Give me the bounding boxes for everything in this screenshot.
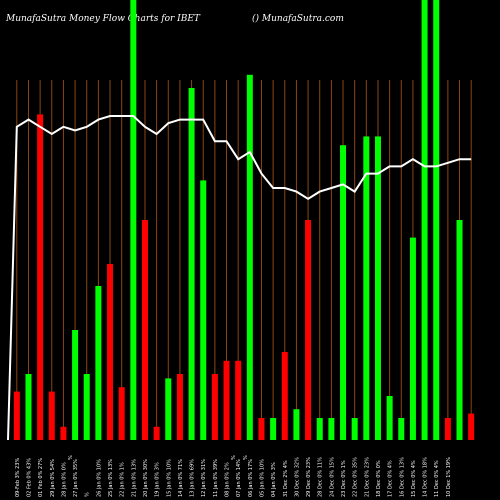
x-tick-label: 04 Jan 0% 3% (271, 462, 277, 497)
x-tick-label: 17 Dec 0% 4% (388, 460, 394, 497)
x-tick-label: 06 Jan 0% 17% (248, 459, 254, 497)
x-tick-label: 29 Jan 0% 54% (50, 459, 56, 497)
x-tick-label: 23 Dec 0% 1% (341, 460, 347, 497)
x-tick-label: 09-Feb 3% 23% (15, 458, 21, 497)
money-flow-bar (235, 360, 242, 440)
money-flow-bar (281, 352, 288, 440)
x-tick-label: 07 Jan 0% 14% (236, 459, 242, 497)
money-flow-bar (374, 136, 381, 440)
money-flow-bar (153, 426, 160, 440)
money-flow-bar (386, 396, 393, 440)
money-flow-bar (60, 426, 67, 440)
money-flow-bar (165, 378, 172, 440)
x-tick-label: 02 Feb 0% 43% (26, 458, 32, 497)
money-flow-bar (363, 136, 370, 440)
money-flow-bar (258, 418, 265, 440)
x-tick-label: 26 Jan 0% 10% (96, 459, 102, 497)
x-tick-label: 20 Jan 0% 30% (143, 459, 149, 497)
money-flow-bar (340, 145, 347, 440)
money-flow-bar (398, 418, 405, 440)
chart-title: MunafaSutra Money Flow Charts for IBET (6, 14, 200, 24)
x-tick-label: 14 Dec 0% 18% (423, 457, 429, 497)
money-flow-bar (468, 413, 475, 440)
money-flow-bar (270, 418, 277, 440)
x-tick-label: 22 Dec 0% 35% (353, 457, 359, 497)
money-flow-bar (328, 418, 335, 440)
x-tick-label: 15 Jan 0% 10% (166, 459, 172, 497)
x-tick-label: % (243, 455, 249, 460)
x-tick-label: 28 Jan 0% 0% (61, 462, 67, 497)
money-flow-bar (293, 409, 300, 440)
price-line (7, 115, 472, 441)
money-flow-bar (83, 374, 90, 440)
money-flow-bar (305, 220, 312, 440)
x-tick-label: 15 Dec 0% 4% (411, 460, 417, 497)
x-tick-label: 16 Dec 0% 13% (399, 457, 405, 497)
money-flow-bar (444, 418, 451, 440)
x-tick-label: 01 Feb 0% 27% (38, 458, 44, 497)
x-tick-label: 22 Jan 0% 1% (120, 462, 126, 497)
money-flow-bar (456, 220, 463, 440)
x-tick-label: 21 Jan 0% 13% (131, 459, 137, 497)
x-tick-label: 30 Dec 0% 32% (294, 457, 300, 497)
money-flow-bar (351, 418, 358, 440)
money-flow-bar (37, 114, 44, 441)
x-tick-label: 19 Jan 0% 3% (155, 462, 161, 497)
money-flow-bar (223, 360, 230, 440)
x-tick-label: % (85, 492, 91, 497)
x-tick-label: 21 Dec 0% 23% (364, 457, 370, 497)
money-flow-bar (246, 74, 253, 441)
x-tick-label: 25 Jan 0% 13% (108, 459, 114, 497)
x-tick-label: % (68, 455, 74, 460)
money-flow-bar (48, 391, 55, 440)
money-flow-bar (188, 88, 195, 440)
x-tick-label: 08 Jan 0% 2% (225, 462, 231, 497)
money-flow-bar (200, 180, 207, 440)
x-tick-label: 11 Jan 0% 39% (213, 459, 219, 497)
money-flow-bar (176, 374, 183, 440)
x-tick-label: 11 Dec 0% 4% (434, 460, 440, 497)
money-flow-bar (130, 0, 137, 440)
money-flow-bar (433, 0, 440, 440)
money-flow-bar (421, 0, 428, 440)
money-flow-bar (316, 418, 323, 440)
money-flow-bar (25, 374, 32, 440)
site-name: () MunafaSutra.com (252, 14, 344, 24)
money-flow-bar (95, 286, 102, 440)
x-tick-label: 10 Dec 1% 19% (446, 457, 452, 497)
money-flow-bar (13, 391, 20, 440)
money-flow-bar (409, 237, 416, 440)
x-tick-label: 28 Dec 0% 11% (318, 457, 324, 497)
money-flow-bar (118, 387, 125, 440)
x-tick-label: 31 Dec 2% 4% (283, 460, 289, 497)
x-tick-label: 13 Jan 0% 69% (190, 459, 196, 497)
money-flow-bar (72, 330, 79, 440)
x-tick-label: 27 Jan 0% 35% (73, 459, 79, 497)
x-tick-label: 29 Dec 0% 23% (306, 457, 312, 497)
x-tick-label: 24 Dec 0% 15% (329, 457, 335, 497)
money-flow-bar (211, 374, 218, 440)
x-tick-label: % (231, 455, 237, 460)
money-flow-bar (107, 264, 114, 440)
money-flow-bar (141, 220, 148, 440)
x-tick-label: 18 Dec 0% 0% (376, 460, 382, 497)
x-tick-label: 14 Jan 0% 71% (178, 459, 184, 497)
x-tick-label: 12 Jan 0% 31% (201, 459, 207, 497)
x-tick-label: 05 Jan 0% 10% (259, 459, 265, 497)
